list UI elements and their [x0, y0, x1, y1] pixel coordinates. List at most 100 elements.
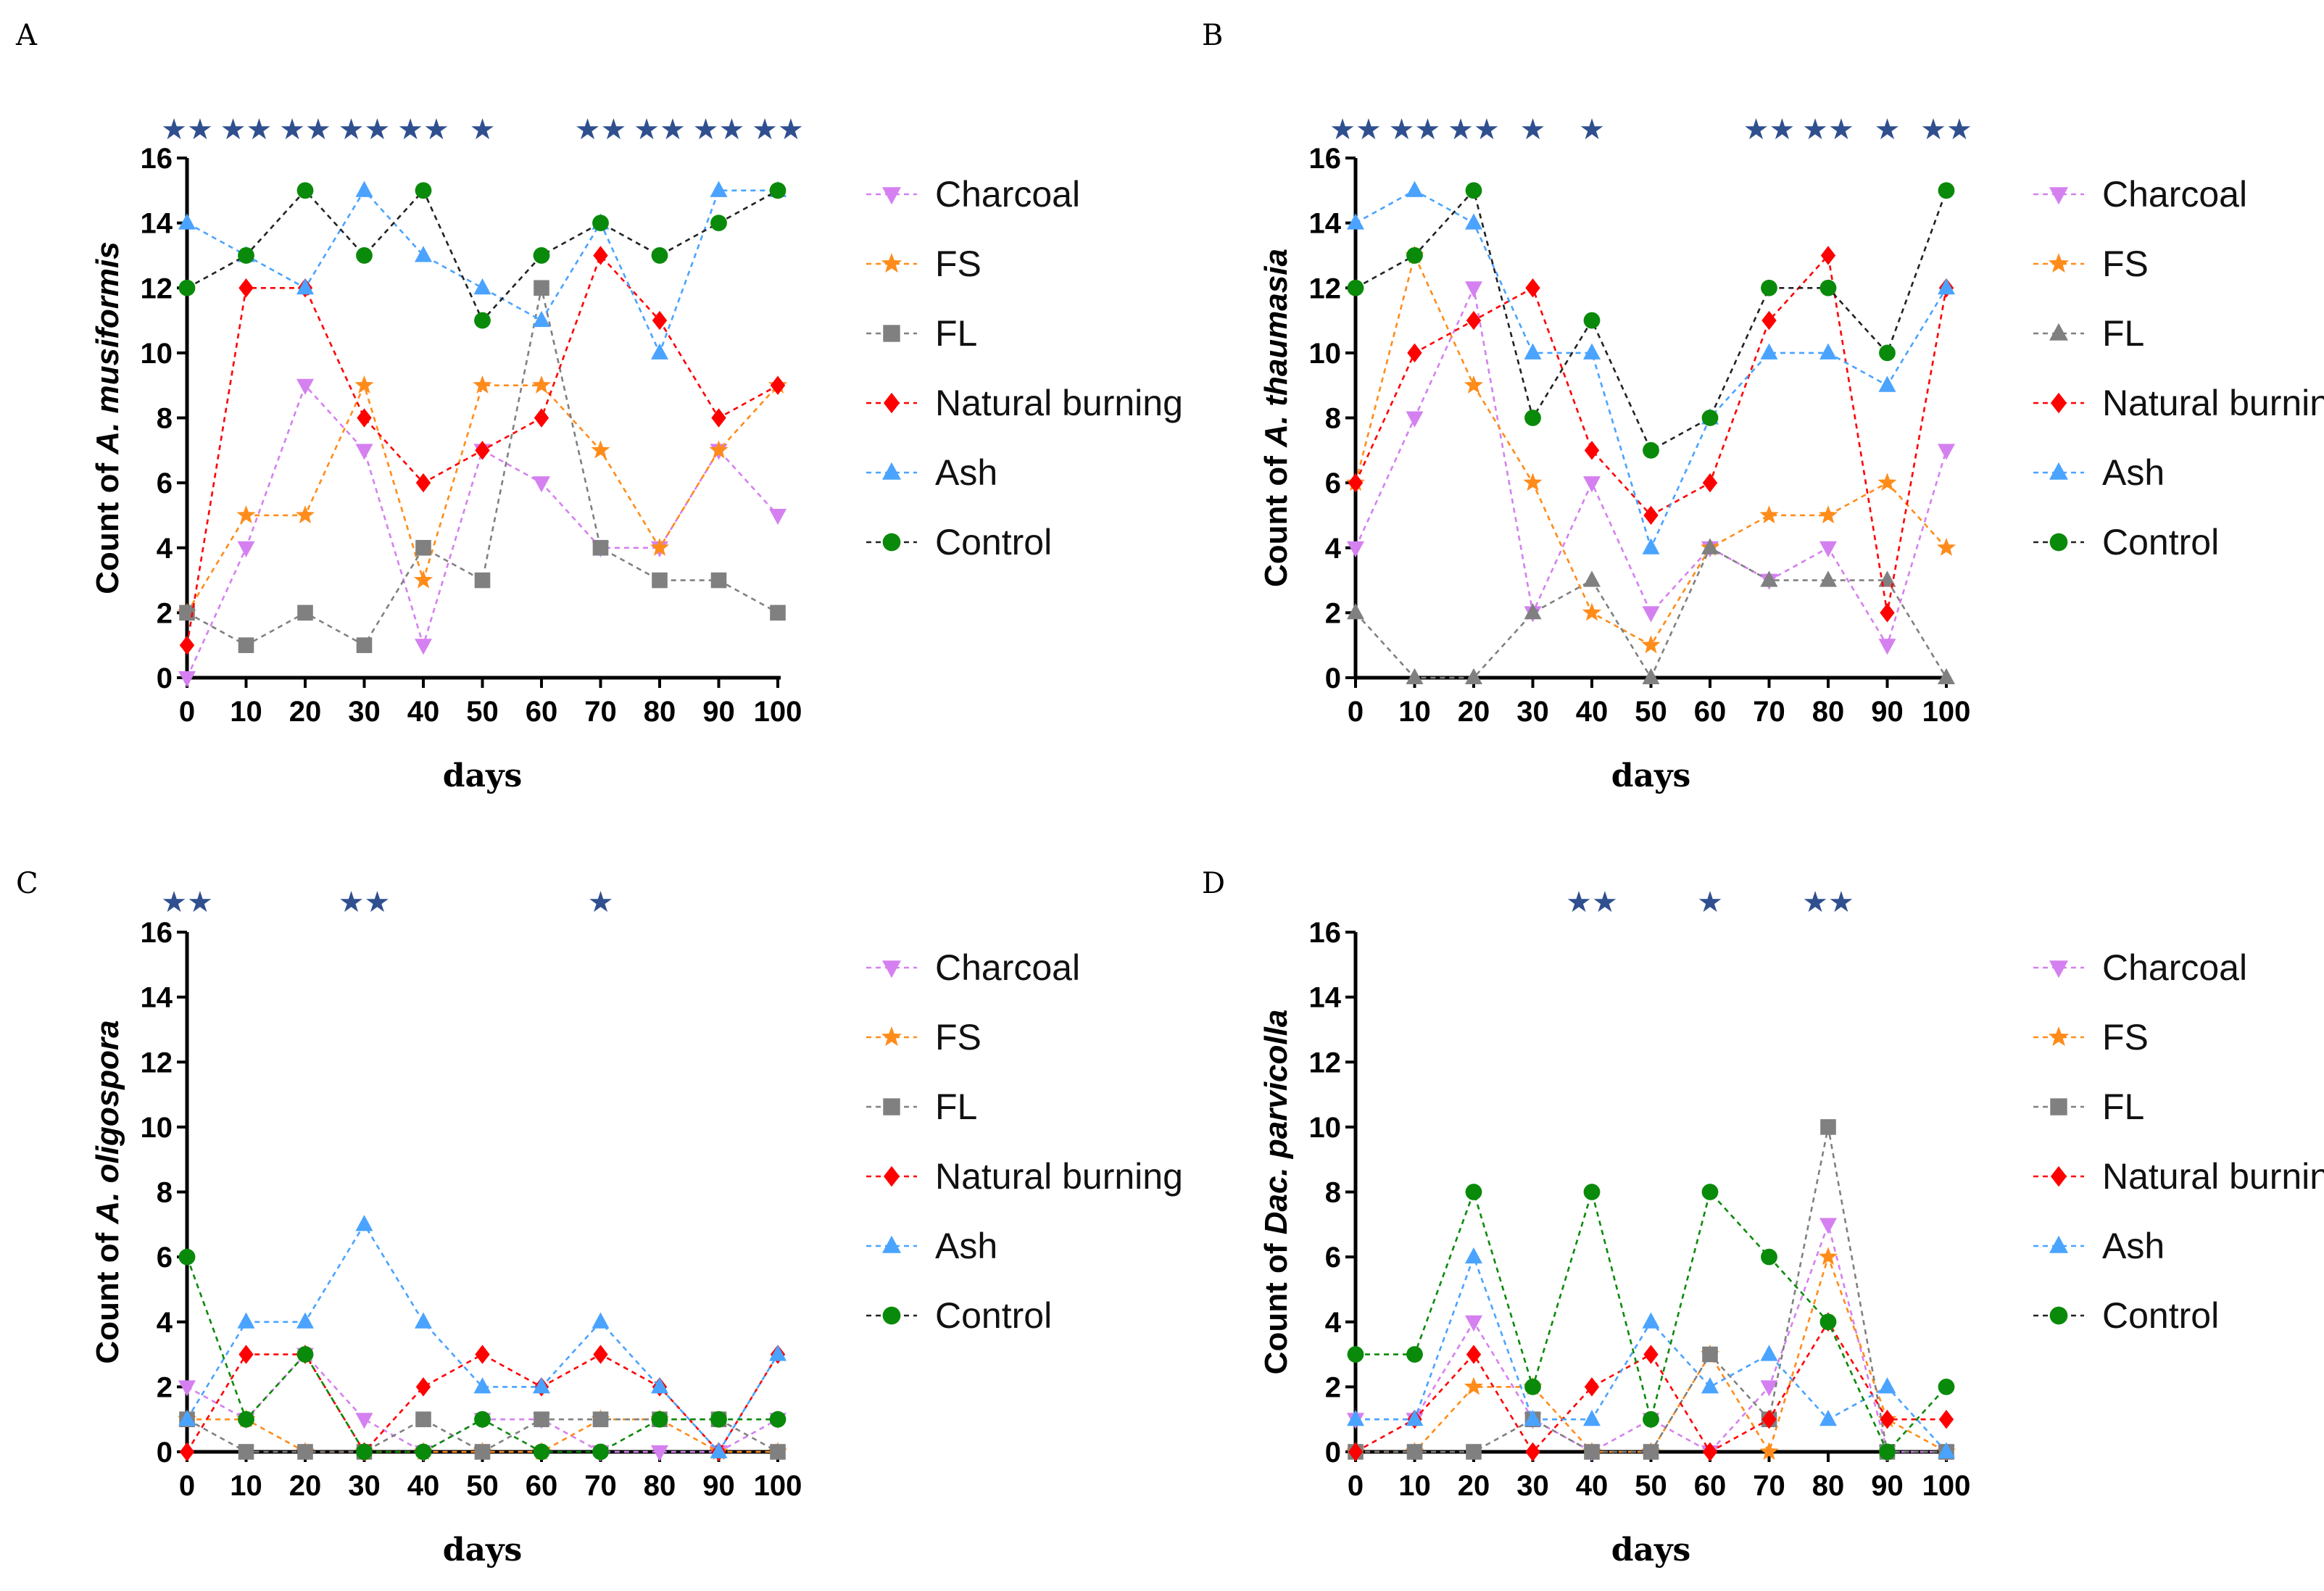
data-point: [1820, 1119, 1836, 1135]
data-point: [237, 1312, 255, 1329]
significance-star: ★★: [1329, 113, 1382, 146]
y-tick-label: 0: [157, 662, 173, 694]
series-line: [186, 188, 778, 356]
data-point: [710, 180, 728, 197]
data-point: [296, 182, 314, 199]
significance-star: ★★: [220, 113, 273, 146]
x-tick-label: 80: [1812, 696, 1845, 728]
data-point: [593, 246, 608, 265]
series-line: [186, 383, 779, 678]
data-point: [1880, 603, 1895, 623]
data-point: [710, 1442, 728, 1458]
data-point: [1641, 635, 1661, 654]
data-point: [354, 375, 374, 394]
data-point: [1582, 602, 1602, 621]
legend: Charcoal FS FL Natural burning Ash Control: [866, 947, 1183, 1336]
y-axis-label: Count of Dac. parvicolla: [1258, 1010, 1294, 1375]
data-point: [1818, 1247, 1838, 1266]
data-point: [651, 1377, 668, 1394]
legend-marker: [881, 1026, 902, 1047]
data-point: [1466, 1444, 1482, 1460]
significance-star: ★★: [1920, 113, 1972, 146]
data-point: [1759, 1442, 1779, 1461]
data-point: [178, 1248, 196, 1266]
chart-panel-c: C 0 2 4 6 8 10 12 14 16 0 10 20 30 40 50 60 70 80 90 100 days…: [16, 867, 1183, 1569]
data-point: [1702, 473, 1718, 493]
series-natural-burning: [1348, 1312, 1954, 1462]
legend-marker: [2049, 1235, 2068, 1253]
data-point: [355, 1413, 373, 1429]
data-point: [1701, 410, 1719, 426]
data-point: [1761, 1248, 1777, 1266]
x-tick-label: 80: [1812, 1470, 1845, 1502]
significance-star: ★★: [1802, 113, 1854, 146]
series-line: [186, 188, 779, 323]
data-point: [1465, 1247, 1482, 1264]
data-point: [533, 1443, 550, 1461]
series-line: [186, 383, 779, 614]
data-point: [1880, 1409, 1895, 1429]
x-tick-label: 100: [754, 696, 802, 728]
significance-star: ★★: [161, 886, 213, 919]
significance-star: ★: [1579, 113, 1605, 146]
data-point: [1879, 344, 1896, 362]
data-point: [355, 444, 373, 460]
data-point: [710, 1411, 727, 1428]
x-tick-label: 50: [1635, 696, 1667, 728]
data-point: [474, 1444, 491, 1460]
chart-panel-d: D 0 2 4 6 8 10 12 14 16 0 10 20 30 40 50 60 70 80 90 100 days…: [1202, 867, 2324, 1569]
data-point: [296, 278, 314, 295]
data-point: [652, 572, 668, 589]
significance-star: ★★: [279, 113, 331, 146]
data-point: [1878, 639, 1896, 655]
data-point: [769, 1345, 787, 1361]
data-point: [769, 1411, 787, 1428]
series-control: [178, 1248, 787, 1461]
data-point: [533, 310, 550, 328]
y-axis-label-species: Dac. parvicolla: [1258, 1010, 1294, 1235]
data-point: [592, 539, 609, 556]
data-point: [415, 246, 432, 262]
x-tick-label: 40: [407, 696, 440, 728]
data-point: [651, 1411, 668, 1428]
data-point: [473, 1377, 491, 1394]
data-point: [178, 213, 196, 230]
data-point: [1702, 1442, 1718, 1462]
significance-star: ★★: [339, 886, 391, 919]
data-point: [355, 180, 373, 197]
data-point: [475, 441, 490, 460]
y-tick-label: 10: [141, 338, 173, 370]
data-point: [1643, 1411, 1659, 1428]
data-point: [1760, 1345, 1778, 1361]
series-natural-burning: [179, 246, 786, 655]
data-point: [1347, 603, 1364, 620]
x-tick-label: 30: [1516, 696, 1549, 728]
x-tick-label: 80: [644, 696, 676, 728]
y-tick-label: 10: [1309, 338, 1342, 370]
panel-letter: D: [1202, 867, 1225, 900]
x-tick-label: 0: [179, 1470, 195, 1502]
legend-marker: [2049, 323, 2068, 341]
significance-star: ★★: [397, 113, 449, 146]
legend: Charcoal FS FL Natural burning Ash Control: [2033, 174, 2324, 562]
y-tick-label: 2: [157, 1371, 173, 1403]
data-point: [1702, 1346, 1718, 1363]
series-line: [186, 1222, 779, 1454]
data-point: [1466, 310, 1482, 331]
y-axis-label-prefix: Count of: [90, 1224, 125, 1364]
data-point: [1583, 312, 1601, 329]
data-point: [1347, 213, 1364, 230]
data-point: [415, 539, 431, 556]
data-point: [1938, 1442, 1955, 1458]
data-point: [1583, 1409, 1601, 1426]
legend-label: Ash: [935, 1226, 997, 1266]
series-control: [1347, 1184, 1955, 1461]
data-point: [650, 538, 670, 556]
y-axis-label-prefix: Count of: [90, 454, 125, 594]
x-tick-label: 10: [1398, 1470, 1431, 1502]
series-line: [1355, 188, 1948, 452]
x-tick-label: 90: [1871, 696, 1904, 728]
data-point: [770, 605, 786, 621]
legend-marker: [2049, 533, 2068, 552]
data-point: [534, 280, 549, 296]
